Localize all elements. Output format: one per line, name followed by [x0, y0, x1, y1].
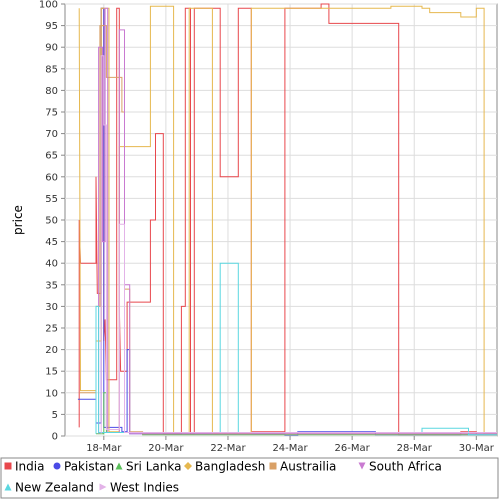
- y-tick-label: 25: [45, 324, 58, 335]
- legend-label: South Africa: [369, 460, 442, 474]
- legend-label: India: [15, 460, 44, 474]
- y-tick-label: 45: [45, 237, 58, 248]
- y-tick-label: 40: [45, 259, 58, 270]
- x-tick-label: 22-Mar: [210, 443, 246, 454]
- legend-marker: [54, 463, 61, 470]
- y-tick-label: 90: [45, 43, 58, 54]
- y-tick-label: 100: [39, 0, 58, 11]
- y-tick-label: 95: [45, 21, 58, 32]
- y-tick-label: 5: [52, 410, 58, 421]
- y-tick-label: 35: [45, 280, 58, 291]
- y-tick-label: 70: [45, 129, 58, 140]
- y-tick-label: 15: [45, 367, 58, 378]
- legend-label: West Indies: [110, 481, 179, 495]
- x-tick-label: 20-Mar: [148, 443, 184, 454]
- y-tick-label: 10: [45, 388, 58, 399]
- x-tick-label: 18-Mar: [86, 443, 122, 454]
- y-tick-label: 20: [45, 345, 58, 356]
- x-tick-label: 30-Mar: [459, 443, 495, 454]
- y-tick-label: 65: [45, 151, 58, 162]
- y-tick-label: 0: [52, 432, 58, 443]
- y-tick-label: 85: [45, 64, 58, 75]
- x-tick-label: 28-Mar: [397, 443, 433, 454]
- y-tick-label: 55: [45, 194, 58, 205]
- x-tick-label: 26-Mar: [335, 443, 371, 454]
- legend-label: Pakistan: [64, 460, 114, 474]
- y-axis-title: price: [11, 205, 25, 235]
- legend-label: New Zealand: [15, 481, 94, 495]
- legend-label: Austrailia: [280, 460, 336, 474]
- legend-label: Bangladesh: [195, 460, 265, 474]
- y-tick-label: 50: [45, 216, 58, 227]
- y-tick-label: 80: [45, 86, 58, 97]
- y-tick-label: 30: [45, 302, 58, 313]
- y-tick-label: 60: [45, 172, 58, 183]
- y-tick-label: 75: [45, 108, 58, 119]
- legend-marker: [5, 463, 12, 470]
- legend-marker: [270, 463, 277, 470]
- legend-label: Sri Lanka: [126, 460, 181, 474]
- x-tick-label: 24-Mar: [272, 443, 308, 454]
